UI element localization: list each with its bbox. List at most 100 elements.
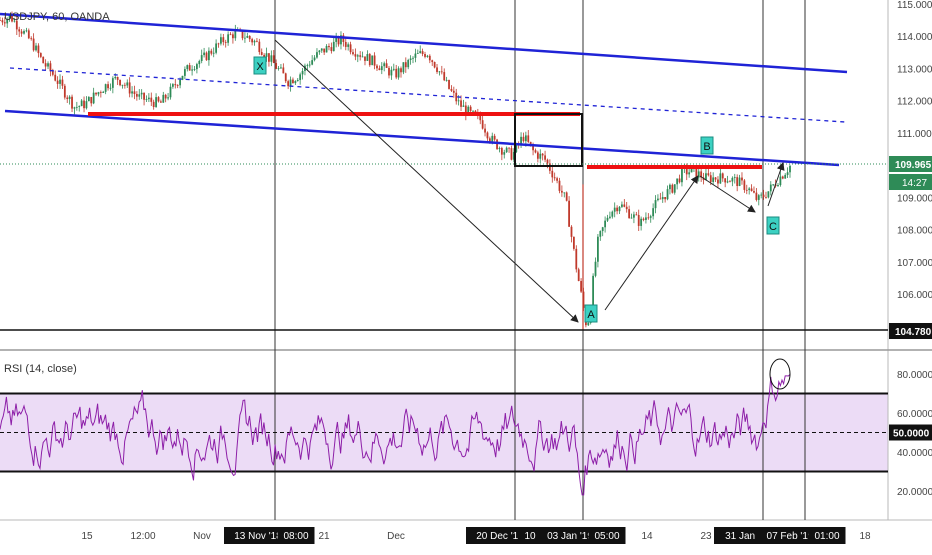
candle-body bbox=[520, 136, 522, 145]
candle-body bbox=[748, 188, 751, 191]
candle-body bbox=[438, 71, 441, 73]
candle-body bbox=[419, 51, 422, 54]
candle-body bbox=[299, 74, 302, 80]
candle-body bbox=[280, 67, 282, 69]
candle-body bbox=[107, 84, 109, 89]
wave-label-c[interactable]: C bbox=[766, 216, 780, 235]
candle-body bbox=[570, 226, 573, 237]
candle-body bbox=[224, 42, 227, 43]
candle-body bbox=[359, 55, 362, 57]
candle-body bbox=[116, 76, 119, 80]
countdown-box bbox=[889, 174, 932, 190]
rsi-tick-label: 40.0000 bbox=[897, 448, 932, 459]
candle-body bbox=[301, 70, 304, 75]
candle-body bbox=[164, 94, 167, 99]
candle-body bbox=[440, 71, 443, 73]
price-tick-label: 109.000 bbox=[897, 193, 932, 204]
candle-body bbox=[712, 177, 715, 182]
candle-body bbox=[443, 72, 446, 81]
rsi-pane bbox=[0, 358, 888, 496]
candle-body bbox=[640, 218, 643, 226]
candle-body bbox=[246, 36, 249, 38]
drawing-tools[interactable]: X A B C bbox=[0, 12, 888, 331]
candle-body bbox=[697, 171, 700, 178]
candle-body bbox=[455, 92, 458, 102]
price-tick-label: 106.000 bbox=[897, 290, 932, 301]
time-tick-label: Nov bbox=[193, 531, 211, 542]
candle-body bbox=[491, 135, 494, 142]
candle-body bbox=[426, 55, 429, 57]
wave-label-b[interactable]: B bbox=[700, 136, 714, 155]
candle-body bbox=[412, 57, 414, 59]
candle-body bbox=[292, 79, 294, 84]
rsi-tick-label: 60.0000 bbox=[897, 409, 932, 420]
candle-body bbox=[344, 41, 347, 47]
candle-body bbox=[174, 84, 177, 86]
channel-upper-line[interactable] bbox=[0, 12, 848, 74]
candle-body bbox=[404, 62, 407, 68]
candle-body bbox=[397, 68, 400, 78]
candle-body bbox=[47, 63, 49, 67]
candle-body bbox=[150, 97, 153, 102]
time-label-box bbox=[588, 527, 626, 544]
candle-body bbox=[186, 65, 189, 70]
candle-body bbox=[229, 34, 232, 36]
candle-body bbox=[623, 204, 626, 207]
range-box[interactable] bbox=[514, 113, 583, 167]
candle-body bbox=[560, 190, 563, 193]
candle-body bbox=[73, 107, 76, 109]
candle-body bbox=[97, 92, 100, 95]
channel-lower-line[interactable] bbox=[4, 109, 840, 167]
channel-mid-line[interactable] bbox=[9, 67, 846, 123]
arrow-line[interactable] bbox=[699, 175, 756, 213]
candle-body bbox=[152, 101, 155, 107]
wave-label-box bbox=[584, 304, 598, 323]
arrow-line[interactable] bbox=[274, 39, 579, 323]
candle-body bbox=[119, 79, 121, 86]
price-tick-label: 111.000 bbox=[897, 129, 932, 140]
candle-body bbox=[539, 153, 542, 159]
candle-body bbox=[244, 37, 246, 39]
candle-body bbox=[32, 38, 35, 51]
candle-body bbox=[486, 132, 489, 139]
candle-body bbox=[700, 171, 703, 178]
candle-body bbox=[594, 261, 597, 276]
candle-body bbox=[496, 139, 498, 149]
candle-body bbox=[575, 248, 578, 270]
candle-body bbox=[222, 37, 225, 43]
candle-body bbox=[294, 81, 297, 84]
candle-body bbox=[721, 173, 724, 179]
price-tick-label: 112.000 bbox=[897, 97, 932, 108]
candle-body bbox=[44, 63, 47, 67]
candle-body bbox=[488, 138, 491, 142]
candle-body bbox=[42, 56, 45, 64]
price-tick-label: 113.000 bbox=[897, 64, 932, 75]
candle-body bbox=[690, 167, 693, 173]
candle-body bbox=[83, 100, 85, 109]
wave-label-a[interactable]: A bbox=[584, 304, 598, 323]
candle-body bbox=[66, 97, 69, 100]
wave-label-box bbox=[700, 136, 714, 155]
wave-label-x[interactable]: X bbox=[253, 56, 267, 75]
wave-label-text: C bbox=[769, 221, 777, 233]
candle-body bbox=[498, 148, 501, 149]
candle-body bbox=[604, 220, 607, 228]
candle-body bbox=[102, 91, 105, 93]
candle-body bbox=[592, 275, 595, 306]
rsi-line bbox=[0, 374, 791, 496]
candle-body bbox=[565, 192, 568, 201]
arrow-line[interactable] bbox=[767, 162, 785, 207]
rsi-highlight-circle[interactable] bbox=[769, 358, 791, 390]
candle-body bbox=[481, 120, 484, 129]
candle-body bbox=[695, 166, 698, 178]
arrow-line[interactable] bbox=[604, 175, 699, 311]
candle-body bbox=[630, 217, 633, 219]
candle-body bbox=[784, 174, 787, 179]
candle-body bbox=[316, 52, 318, 58]
candle-body bbox=[548, 163, 551, 171]
vertical-lines bbox=[274, 0, 806, 520]
candle-body bbox=[678, 178, 681, 183]
candle-body bbox=[296, 79, 299, 82]
